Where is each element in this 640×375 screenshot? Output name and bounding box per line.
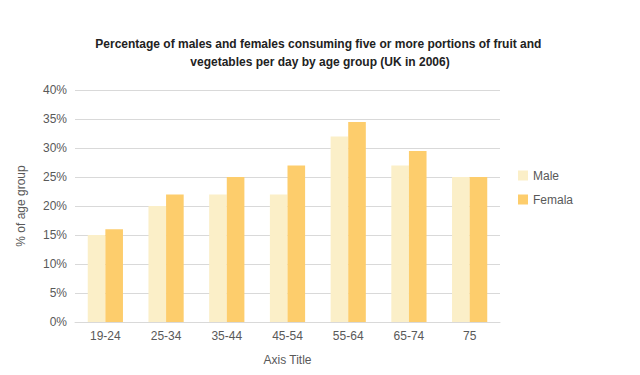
svg-text:% of age group: % of age group bbox=[14, 165, 28, 247]
svg-text:65-74: 65-74 bbox=[394, 329, 425, 343]
svg-text:20%: 20% bbox=[43, 199, 67, 213]
svg-text:Percentage of males and female: Percentage of males and females consumin… bbox=[95, 37, 544, 51]
svg-text:Femala: Femala bbox=[533, 193, 573, 207]
svg-text:19-24: 19-24 bbox=[90, 329, 121, 343]
svg-text:40%: 40% bbox=[43, 83, 67, 97]
svg-text:55-64: 55-64 bbox=[333, 329, 364, 343]
svg-text:35%: 35% bbox=[43, 112, 67, 126]
svg-text:Axis Title: Axis Title bbox=[263, 353, 311, 367]
svg-text:vegetables per day by age grou: vegetables per day by age group (UK in 2… bbox=[190, 55, 449, 69]
svg-text:Male: Male bbox=[533, 169, 559, 183]
svg-text:25-34: 25-34 bbox=[151, 329, 182, 343]
svg-text:75: 75 bbox=[463, 329, 477, 343]
svg-text:15%: 15% bbox=[43, 228, 67, 242]
svg-text:30%: 30% bbox=[43, 141, 67, 155]
svg-text:10%: 10% bbox=[43, 257, 67, 271]
svg-text:0%: 0% bbox=[50, 315, 68, 329]
svg-text:45-54: 45-54 bbox=[272, 329, 303, 343]
svg-text:35-44: 35-44 bbox=[211, 329, 242, 343]
svg-text:25%: 25% bbox=[43, 170, 67, 184]
svg-text:5%: 5% bbox=[50, 286, 68, 300]
